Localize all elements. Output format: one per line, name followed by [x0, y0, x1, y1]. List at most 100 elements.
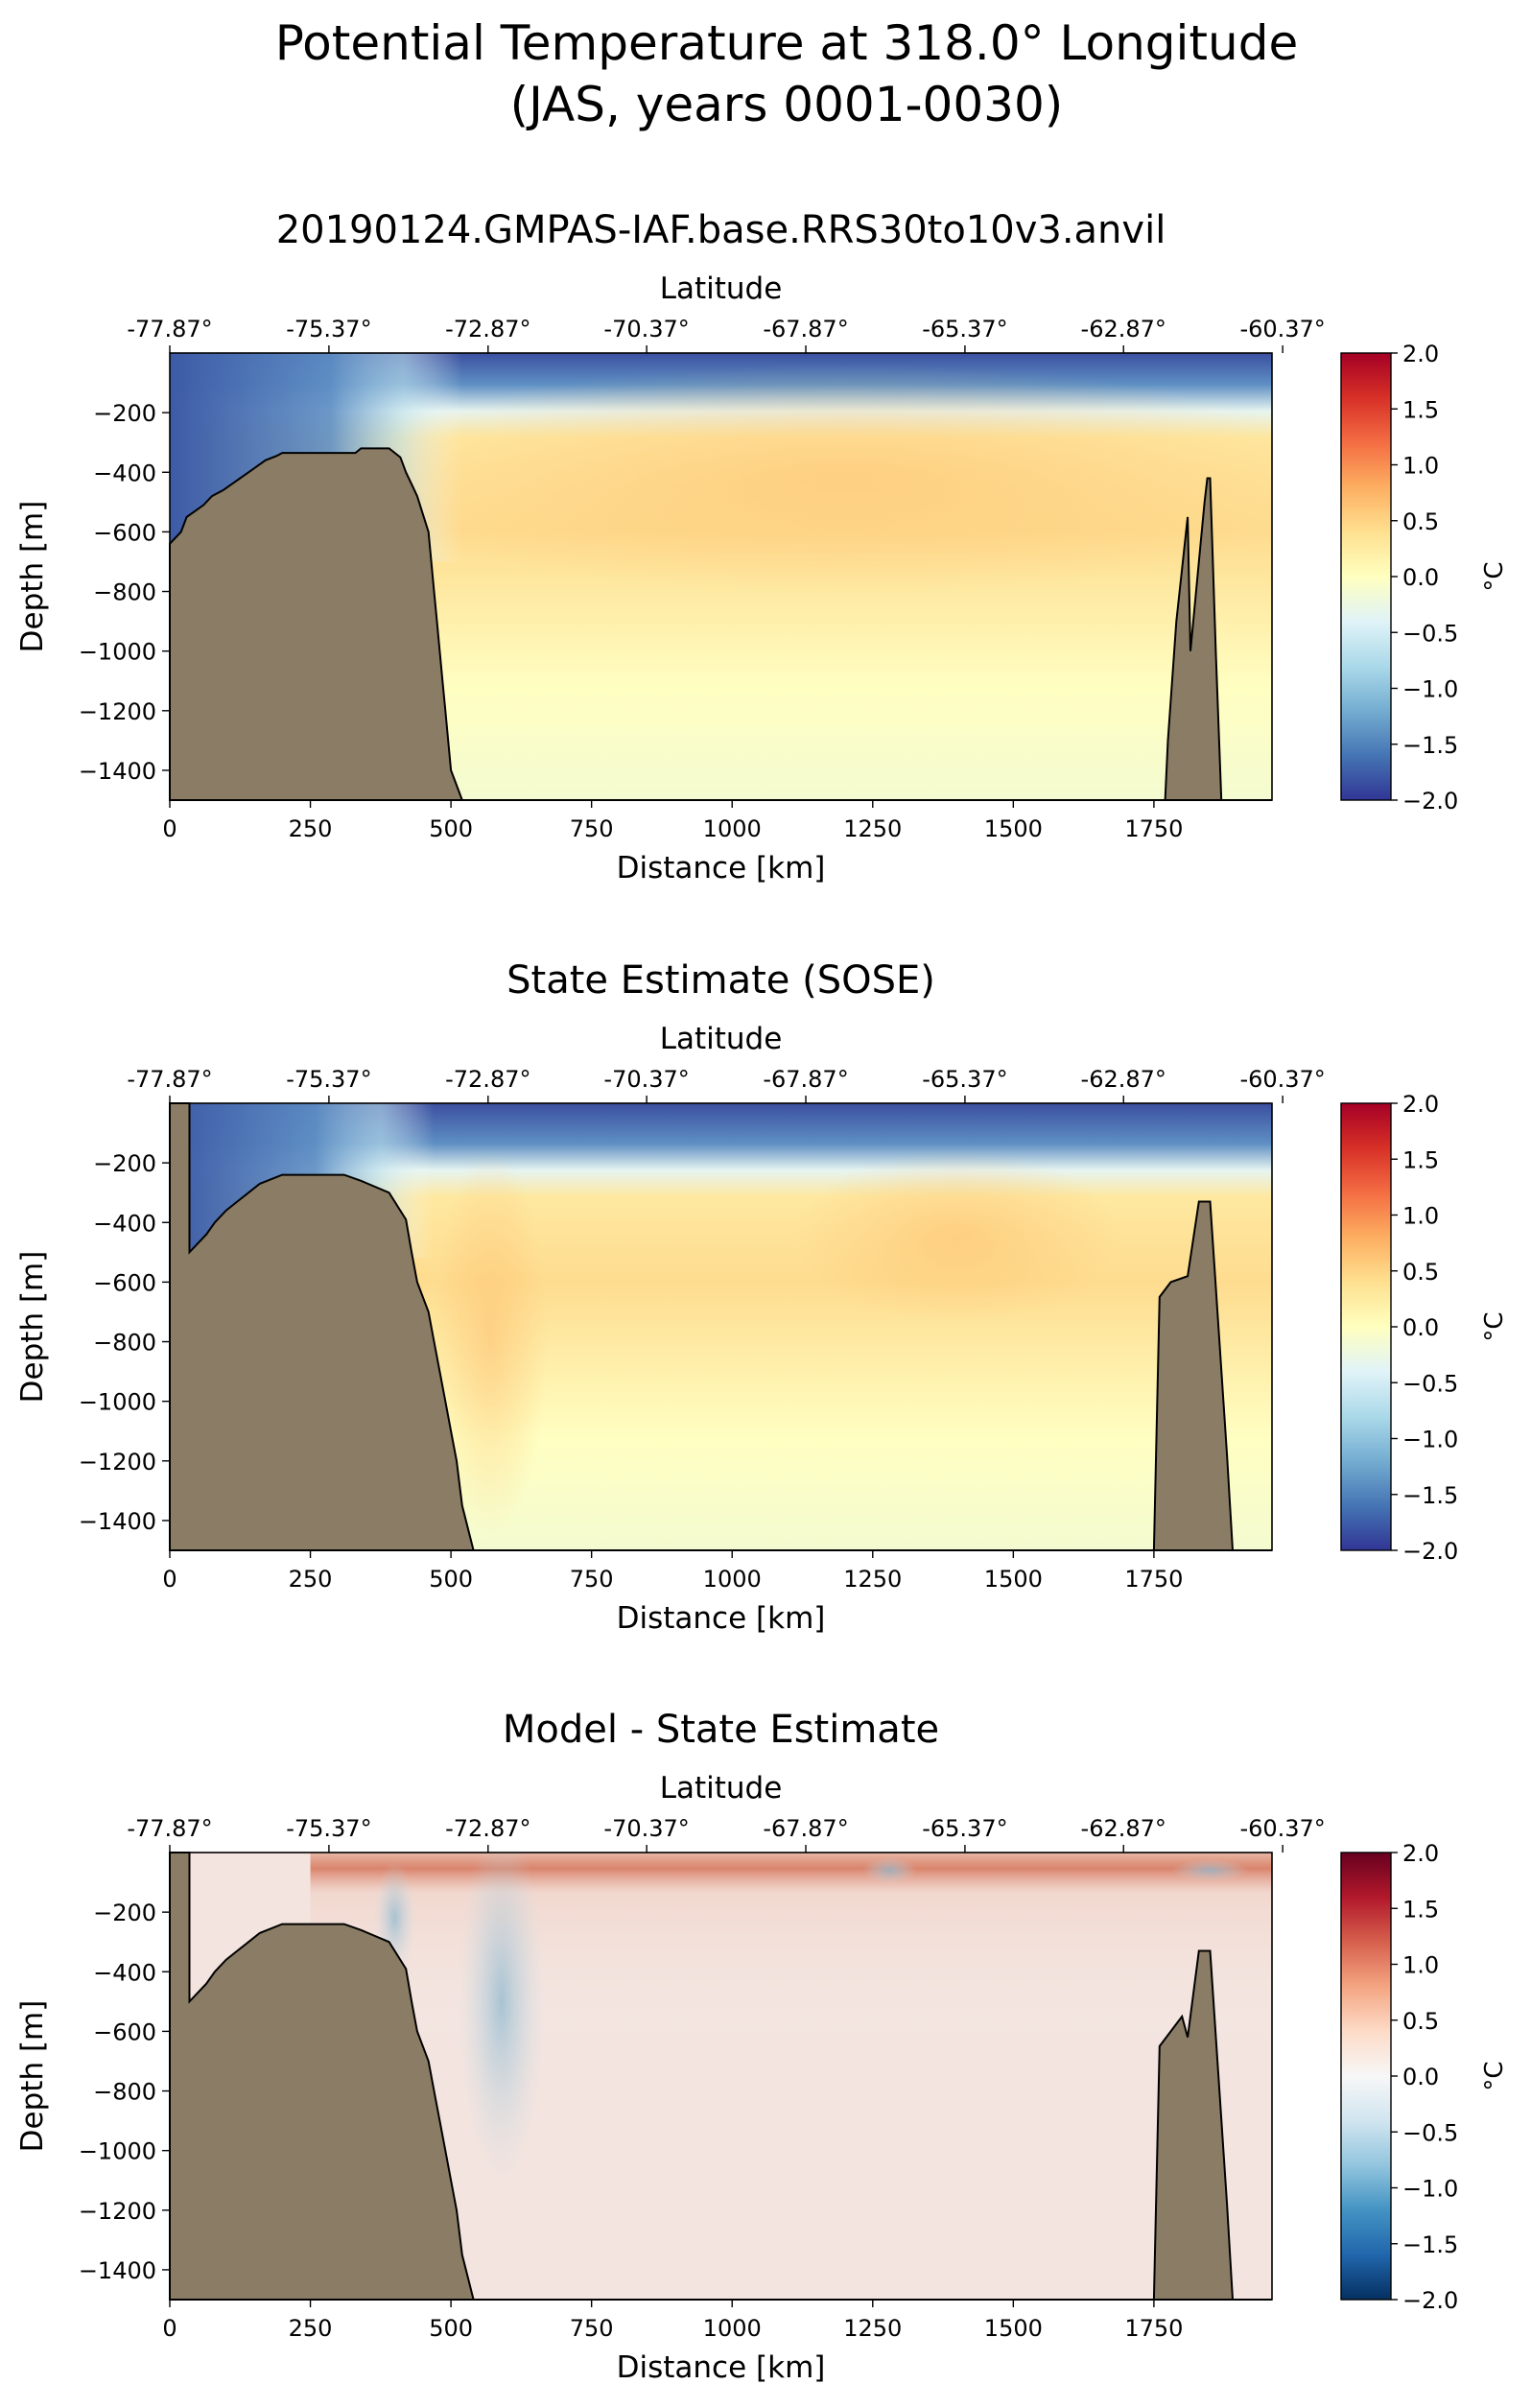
colorbar-tick-label: 2.0 — [1402, 1091, 1439, 1118]
x-tick-label: 0 — [162, 1566, 177, 1593]
lat-tick-label: -70.37° — [603, 1815, 689, 1842]
lat-tick-label: -60.37° — [1239, 316, 1325, 342]
lat-tick-label: -72.87° — [445, 1066, 530, 1093]
bathymetry — [169, 1852, 1272, 2301]
y-tick-label: −400 — [93, 460, 156, 486]
x-tick-label: 1750 — [1124, 815, 1183, 842]
panel-title: 20190124.GMPAS-IAF.base.RRS30to10v3.anvi… — [276, 208, 1166, 252]
lat-tick-label: -72.87° — [445, 1815, 530, 1842]
y-tick-label: −1400 — [79, 758, 156, 785]
lat-tick-label: -60.37° — [1239, 1066, 1325, 1093]
y-tick-label: −800 — [93, 1330, 156, 1357]
y-tick-label: −1000 — [79, 2138, 156, 2165]
axes-frame — [169, 1102, 1273, 1551]
lat-tick-label: -67.87° — [763, 316, 848, 342]
panel-3: Model - State Estimate Latitude -77.87° -75… — [15, 1708, 1509, 2385]
x-tick-label: 1250 — [843, 815, 902, 842]
x-tick-label: 500 — [429, 1566, 473, 1593]
warm-surface-anomaly — [310, 1853, 1272, 2054]
colorbar-tick-label: 1.5 — [1402, 1146, 1439, 1173]
colorbar-tick-label: 1.0 — [1402, 1952, 1439, 1979]
x-tick-label: 0 — [162, 815, 177, 842]
axes-frame — [169, 1852, 1273, 2301]
lat-tick-label: -75.37° — [286, 1066, 371, 1093]
y-tick-label: −200 — [93, 1150, 156, 1177]
lat-tick-label: -62.87° — [1081, 1066, 1166, 1093]
x-tick-label: 500 — [429, 2315, 473, 2342]
x-tick-label: 1250 — [843, 1566, 902, 1593]
y-tick-label: −600 — [93, 1269, 156, 1296]
y-tick-label: −1200 — [79, 698, 156, 725]
colorbar-tick-label: −0.5 — [1402, 1370, 1458, 1397]
figure-title-line-1: Potential Temperature at 318.0° Longitud… — [275, 15, 1298, 71]
figure-title-line-2: (JAS, years 0001-0030) — [510, 77, 1064, 132]
colorbar — [1340, 1102, 1392, 1551]
colorbar-tick-label: −1.5 — [1402, 732, 1458, 759]
colorbar-label: °C — [1480, 2061, 1509, 2090]
colorbar-tick-label: 0.5 — [1402, 508, 1439, 535]
panel-1: 20190124.GMPAS-IAF.base.RRS30to10v3.anvi… — [15, 208, 1509, 885]
x-tick-label: 1750 — [1124, 1566, 1183, 1593]
bathymetry — [169, 1102, 1272, 1551]
colorbar-tick-label: 0.0 — [1402, 1314, 1439, 1341]
colorbar-tick-label: −1.5 — [1402, 1482, 1458, 1509]
lat-tick-label: -70.37° — [603, 1066, 689, 1093]
colorbar-tick-label: −0.5 — [1402, 620, 1458, 647]
lat-tick-label: -62.87° — [1081, 316, 1166, 342]
y-tick-label: −800 — [93, 2079, 156, 2106]
x-tick-label: 750 — [570, 2315, 614, 2342]
y-tick-label: −200 — [93, 400, 156, 427]
y-tick-label: −1200 — [79, 2198, 156, 2225]
y-tick-label: −1200 — [79, 1449, 156, 1475]
x-tick-label: 250 — [289, 1566, 333, 1593]
top-axis-label: Latitude — [660, 1022, 783, 1056]
colorbar-tick-label: 0.5 — [1402, 2008, 1439, 2035]
x-tick-label: 500 — [429, 815, 473, 842]
y-tick-label: −400 — [93, 1959, 156, 1986]
colorbar-tick-label: −1.0 — [1402, 676, 1458, 703]
lat-tick-label: -60.37° — [1239, 1815, 1325, 1842]
colorbar-label: °C — [1480, 561, 1509, 591]
y-tick-label: −1400 — [79, 1508, 156, 1535]
colorbar — [1340, 352, 1392, 801]
y-axis-label: Depth [m] — [15, 1251, 50, 1404]
bathymetry — [169, 447, 1272, 801]
colorbar-tick-label: 1.0 — [1402, 453, 1439, 480]
colorbar-tick-label: 2.0 — [1402, 1840, 1439, 1867]
lat-tick-label: -72.87° — [445, 316, 530, 342]
lat-tick-label: -65.37° — [922, 1815, 1007, 1842]
x-tick-label: 1750 — [1124, 2315, 1183, 2342]
x-tick-label: 250 — [289, 2315, 333, 2342]
lat-tick-label: -65.37° — [922, 1066, 1007, 1093]
y-axis-label: Depth [m] — [15, 2000, 50, 2153]
x-axis-label: Distance [km] — [617, 2350, 826, 2385]
lat-tick-label: -75.37° — [286, 316, 371, 342]
colorbar-tick-label: −1.0 — [1402, 1427, 1458, 1453]
x-tick-label: 250 — [289, 815, 333, 842]
lat-tick-label: -67.87° — [763, 1815, 848, 1842]
axes-frame — [169, 352, 1273, 801]
colorbar-label: °C — [1480, 1311, 1509, 1341]
x-axis-label: Distance [km] — [617, 851, 826, 885]
y-axis-label: Depth [m] — [15, 501, 50, 653]
y-tick-label: −1000 — [79, 639, 156, 666]
lat-tick-label: -62.87° — [1081, 1815, 1166, 1842]
x-axis-label: Distance [km] — [617, 1601, 826, 1636]
panel-2: State Estimate (SOSE) Latitude -77.87° -75.… — [15, 958, 1509, 1636]
lat-tick-label: -70.37° — [603, 316, 689, 342]
cold-anomaly-spot — [862, 1856, 917, 1884]
lat-tick-label: -65.37° — [922, 316, 1007, 342]
colorbar-tick-label: 2.0 — [1402, 341, 1439, 367]
colorbar-tick-label: 1.5 — [1402, 1896, 1439, 1923]
x-tick-label: 1000 — [703, 1566, 762, 1593]
colorbar-tick-label: −2.0 — [1402, 1538, 1458, 1565]
lat-tick-label: -77.87° — [127, 1815, 212, 1842]
warm-core — [433, 1149, 549, 1534]
y-tick-label: −1000 — [79, 1389, 156, 1416]
x-tick-label: 0 — [162, 2315, 177, 2342]
x-tick-label: 1500 — [984, 2315, 1043, 2342]
x-tick-label: 750 — [570, 815, 614, 842]
y-tick-label: −600 — [93, 2018, 156, 2045]
y-tick-label: −400 — [93, 1210, 156, 1237]
x-tick-label: 1000 — [703, 2315, 762, 2342]
